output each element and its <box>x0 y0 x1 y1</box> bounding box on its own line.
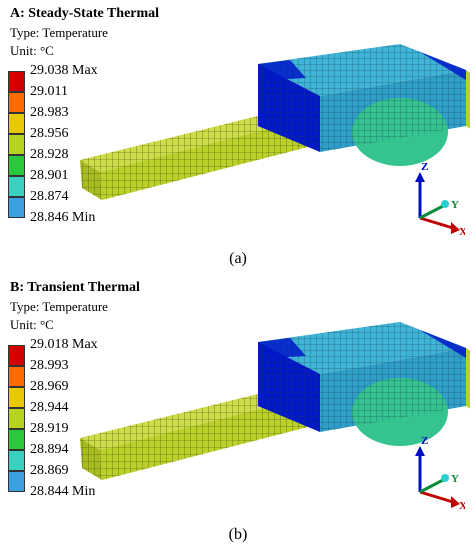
legend-label: 28.969 <box>30 379 69 394</box>
legend-label: 28.844 Min <box>30 484 96 499</box>
fe-model-3d <box>80 44 470 200</box>
legend-swatch <box>8 176 25 197</box>
legend-label: 28.919 <box>30 421 69 436</box>
axis-triad: Z Y X <box>415 161 465 238</box>
legend-swatch <box>8 71 25 92</box>
y-axis-label: Y <box>451 199 459 211</box>
carriage-block <box>258 44 470 166</box>
result-type: Type: Temperature <box>10 299 108 314</box>
legend-label: 28.956 <box>30 126 69 141</box>
legend-label: 28.993 <box>30 358 69 373</box>
panel-b: B: Transient Thermal Type: Temperature U… <box>0 274 476 543</box>
legend-label: 28.928 <box>30 147 69 162</box>
z-axis-label: Z <box>421 435 428 447</box>
figure-caption: (a) <box>229 250 247 267</box>
temperature-legend: 29.018 Max 28.993 28.969 28.944 28.919 28.894… <box>8 338 148 508</box>
legend-label: 28.874 <box>30 189 69 204</box>
legend-swatch <box>8 366 25 387</box>
legend-label: 28.846 Min <box>30 210 96 225</box>
legend-swatch <box>8 450 25 471</box>
x-axis-label: X <box>459 500 465 512</box>
legend-swatch <box>8 197 25 218</box>
result-type: Type: Temperature <box>10 25 108 40</box>
legend-label: 28.869 <box>30 463 69 478</box>
figure-caption: (b) <box>228 526 248 543</box>
guide-rail <box>80 108 312 200</box>
legend-label: 28.944 <box>30 400 69 415</box>
carriage-block <box>258 322 470 446</box>
legend-swatch <box>8 134 25 155</box>
fe-model-3d <box>80 322 470 480</box>
legend-swatch <box>8 155 25 176</box>
result-unit: Unit: °C <box>10 43 54 58</box>
x-axis-label: X <box>459 226 465 238</box>
legend-swatch <box>8 92 25 113</box>
axis-triad: Z Y X <box>415 435 465 512</box>
legend-label: 28.894 <box>30 442 69 457</box>
legend-swatch <box>8 471 25 492</box>
result-title: A: Steady-State Thermal <box>10 6 160 21</box>
panel-a: A: Steady-State Thermal Type: Temperatur… <box>0 0 476 267</box>
legend-swatch <box>8 387 25 408</box>
legend-swatch <box>8 408 25 429</box>
legend-label: 28.983 <box>30 105 69 120</box>
legend-swatch <box>8 429 25 450</box>
legend-label: 29.038 Max <box>30 63 98 78</box>
legend-swatch <box>8 345 25 366</box>
result-title: B: Transient Thermal <box>10 280 140 295</box>
y-axis-label: Y <box>451 473 459 485</box>
legend-label: 29.011 <box>30 84 68 99</box>
legend-label: 29.018 Max <box>30 337 98 352</box>
temperature-legend: 29.038 Max 29.011 28.983 28.956 28.928 28.901… <box>8 64 148 234</box>
guide-rail <box>80 386 312 480</box>
result-unit: Unit: °C <box>10 317 54 332</box>
legend-label: 28.901 <box>30 168 69 183</box>
legend-swatch <box>8 113 25 134</box>
z-axis-label: Z <box>421 161 428 173</box>
